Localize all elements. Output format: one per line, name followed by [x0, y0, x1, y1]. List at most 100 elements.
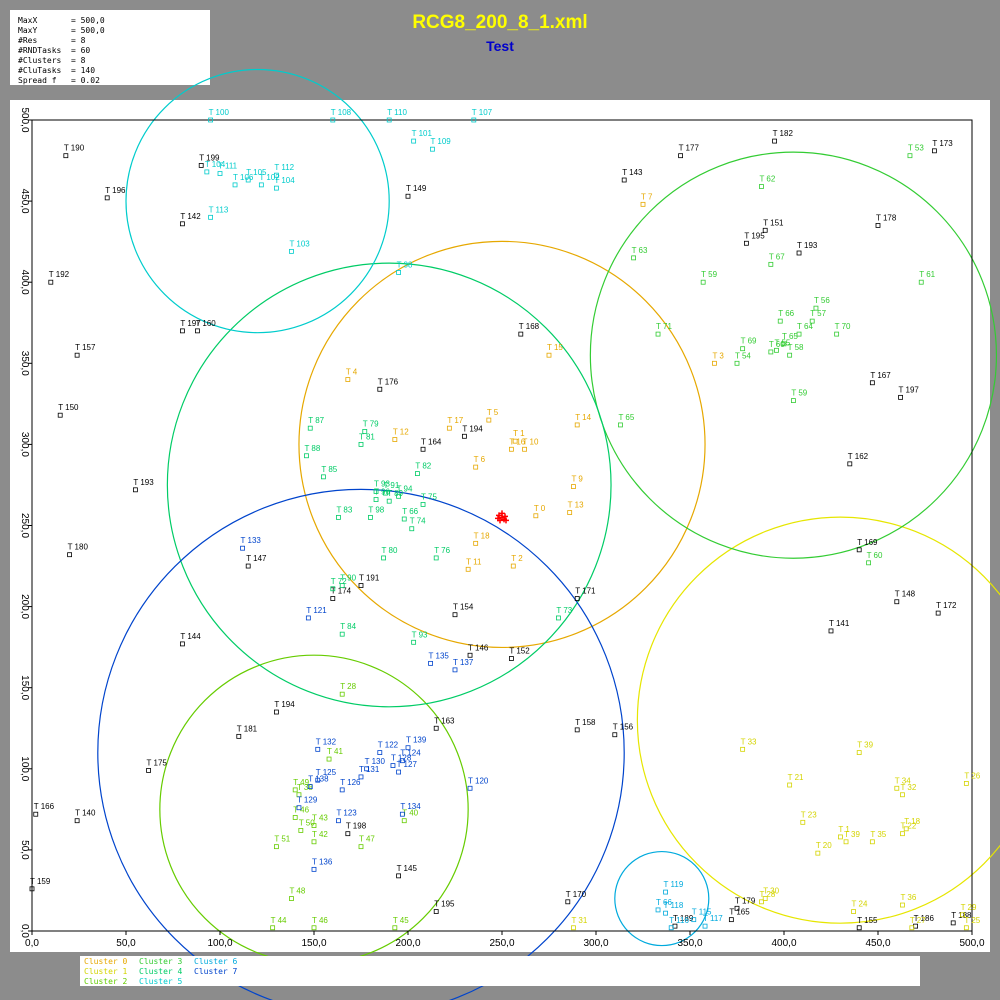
task-point-label: T 143: [622, 168, 643, 177]
task-point-marker: [33, 811, 39, 817]
task-point-marker: [655, 907, 661, 913]
y-tick-label: 450,0: [19, 189, 30, 214]
task-point-marker: [381, 555, 386, 561]
task-point-label: T 81: [359, 432, 375, 441]
task-point-label: T 139: [406, 736, 427, 745]
chart-title: RCG8_200_8_1.xml: [412, 12, 588, 33]
task-point-label: T 142: [180, 212, 201, 221]
task-point-label: T 61: [919, 270, 935, 279]
task-point-marker: [678, 153, 683, 159]
task-point-label: T 171: [575, 586, 596, 595]
task-point-label: T 124: [400, 749, 421, 758]
task-point-marker: [571, 484, 576, 489]
task-point-label: T 197: [180, 319, 201, 328]
task-point-marker: [668, 925, 674, 931]
info-line: #RNDTasks = 60: [18, 46, 91, 55]
task-point-marker: [787, 352, 793, 358]
cluster-circle: [125, 68, 390, 334]
task-point-label: T 87: [308, 416, 324, 425]
task-point-marker: [768, 349, 774, 355]
x-tick-label: 300,0: [583, 938, 608, 949]
task-point-marker: [512, 438, 518, 444]
task-point-label: T 42: [312, 830, 328, 839]
centroid-mark: [499, 510, 505, 517]
chart-subtitle: Test: [486, 38, 514, 54]
task-point-marker: [433, 909, 439, 914]
task-point-marker: [377, 386, 383, 392]
task-point-marker: [373, 489, 379, 494]
task-point-label: T 168: [519, 322, 540, 331]
task-point-marker: [386, 498, 392, 504]
task-point-marker: [744, 240, 749, 246]
task-point-label: T 127: [397, 760, 418, 769]
legend-item: Cluster 7: [194, 967, 238, 976]
task-point-label: T 26: [964, 771, 980, 780]
task-point-label: T 193: [797, 241, 818, 250]
task-point-marker: [452, 667, 458, 673]
y-tick-label: 200,0: [19, 594, 30, 619]
task-point-label: T 107: [472, 108, 493, 117]
info-line: #Clusters = 8: [18, 56, 86, 65]
task-point-marker: [289, 248, 294, 254]
task-point-label: T 160: [195, 319, 216, 328]
task-point-label: T 196: [105, 186, 126, 195]
task-point-label: T 45: [393, 916, 409, 925]
task-point-label: T 109: [430, 137, 451, 146]
task-point-marker: [336, 818, 341, 824]
task-point-marker: [311, 866, 317, 872]
task-point-label: T 148: [895, 590, 916, 599]
x-tick-label: 450,0: [865, 938, 890, 949]
task-point-marker: [740, 346, 746, 352]
task-point-label: T 134: [400, 802, 421, 811]
task-point-label: T 18: [474, 531, 490, 540]
task-point-label: T 41: [327, 747, 343, 756]
task-point-label: T 131: [359, 765, 380, 774]
task-point-marker: [411, 639, 417, 645]
task-point-marker: [759, 899, 764, 905]
legend-item: Cluster 1: [84, 967, 128, 976]
task-point-label: T 91: [383, 481, 399, 490]
task-point-label: T 7: [641, 192, 653, 201]
task-point-label: T 15: [547, 343, 563, 352]
task-point-label: T 65: [782, 332, 798, 341]
task-point-label: T 93: [374, 479, 390, 488]
axes: 0,0 50,0 100,0 150,0 200,0 250,0 300,0 350,0 400…: [19, 107, 985, 949]
task-point-label: T 188: [951, 911, 972, 920]
task-point-label: T 89: [387, 489, 403, 498]
task-point-marker: [834, 331, 840, 337]
task-point-label: T 154: [453, 603, 474, 612]
task-point-marker: [556, 615, 561, 621]
task-point-label: T 117: [703, 914, 723, 923]
x-tick-label: 100,0: [207, 938, 232, 949]
legend-item: Cluster 3: [139, 957, 183, 966]
task-point-marker: [420, 446, 426, 452]
info-line: MaxY = 500,0: [18, 26, 105, 35]
task-point-label: T 17: [447, 416, 463, 425]
task-point-label: T 177: [679, 144, 700, 153]
task-point-label: T 74: [410, 517, 426, 526]
task-point-marker: [367, 514, 373, 520]
task-point-label: T 159: [30, 877, 51, 886]
info-line: #CluTasks = 140: [18, 66, 96, 75]
task-point-label: T 16: [509, 437, 525, 446]
task-point-label: T 141: [829, 619, 850, 628]
task-point-label: T 67: [769, 252, 785, 261]
task-point-label: T 189: [673, 914, 694, 923]
task-point-marker: [900, 792, 905, 798]
task-point-label: T 69: [741, 337, 757, 346]
task-point-label: T 47: [359, 835, 375, 844]
task-point-label: T 118: [664, 901, 684, 910]
task-point-label: T 145: [397, 864, 418, 873]
task-point-label: T 119: [664, 880, 684, 889]
task-point-marker: [663, 910, 668, 916]
task-point-label: T 33: [741, 737, 757, 746]
task-point-label: T 104: [274, 176, 295, 185]
task-point-marker: [866, 560, 871, 566]
task-point-label: T 1: [513, 429, 525, 438]
task-point-marker: [963, 780, 969, 786]
task-point-marker: [273, 172, 279, 178]
task-point-marker: [258, 182, 264, 188]
task-point-marker: [433, 725, 439, 731]
x-tick-label: 0,0: [25, 938, 39, 949]
